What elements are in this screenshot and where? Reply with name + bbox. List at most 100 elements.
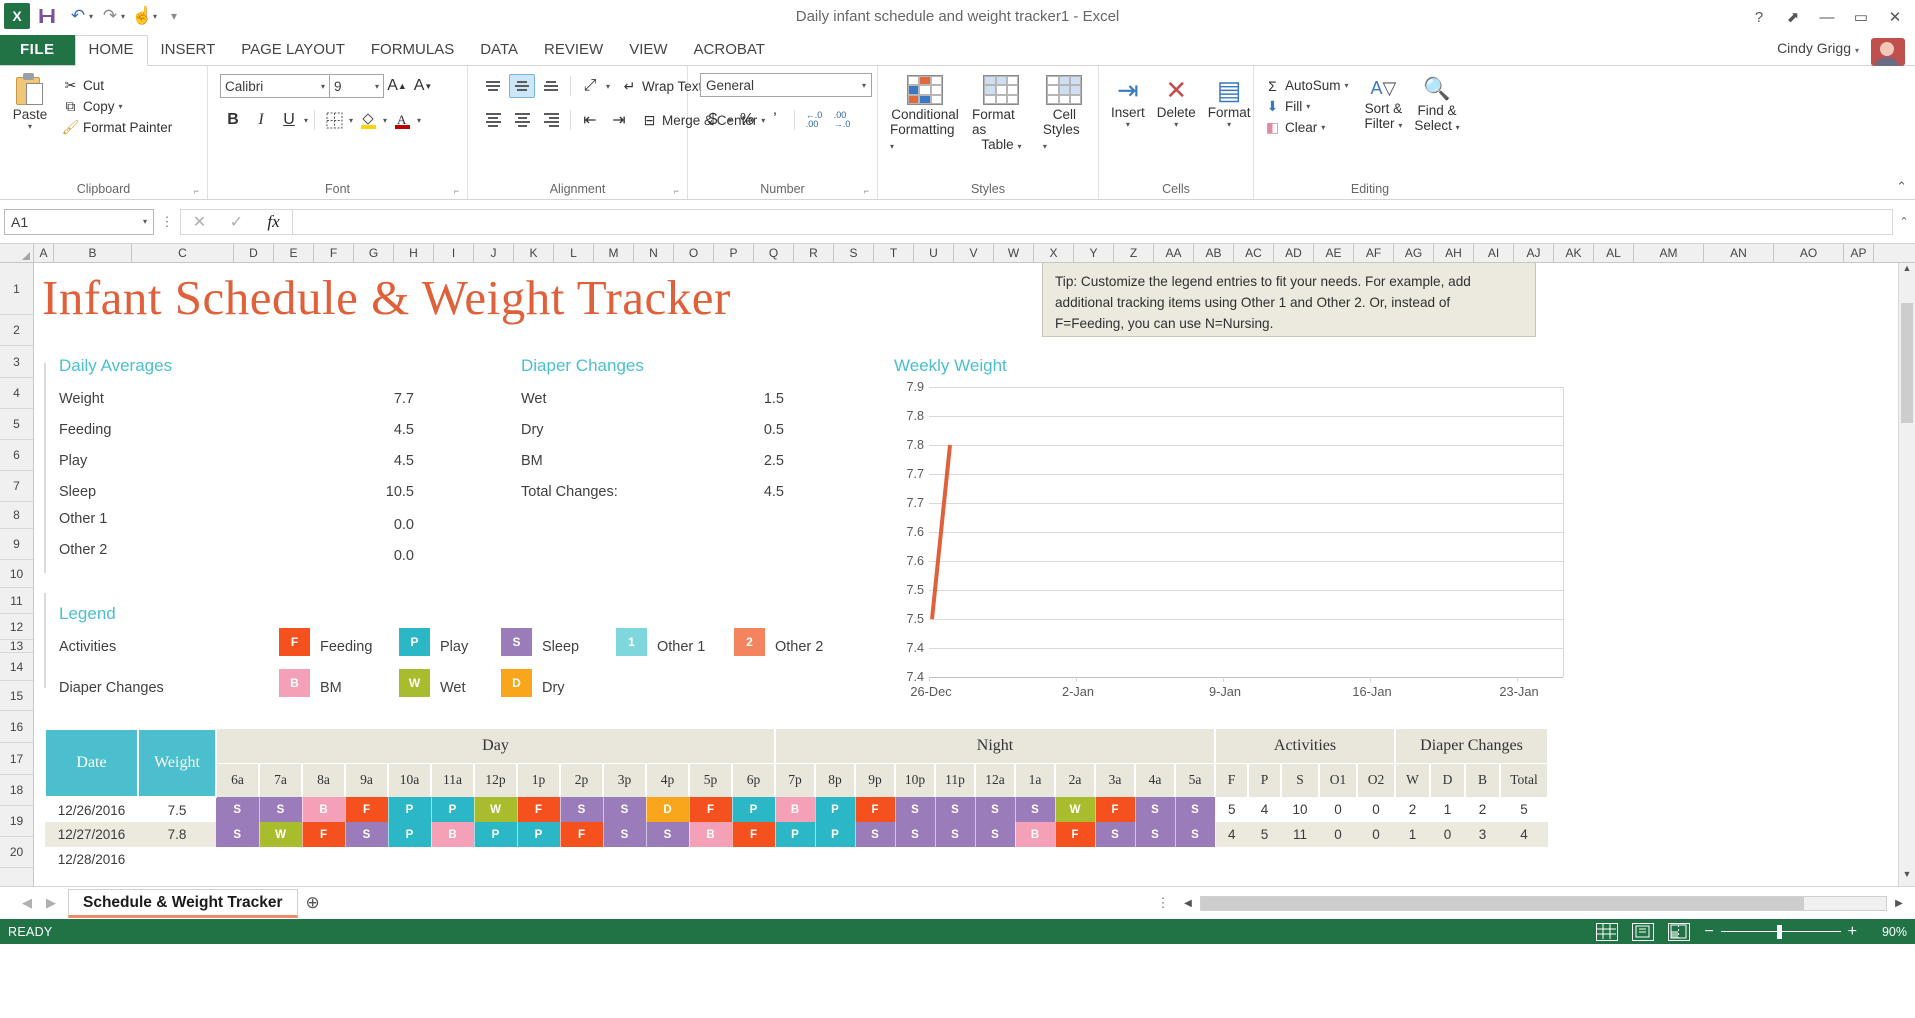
align-top-icon[interactable] xyxy=(480,74,506,98)
merge-center-button[interactable]: ⊟ Merge & Center ▾ xyxy=(637,110,769,131)
row-header-18[interactable]: 18 xyxy=(0,775,33,806)
cell-activity[interactable]: S xyxy=(895,797,936,822)
redo-dropdown-icon[interactable]: ▾ xyxy=(121,11,126,21)
autosum-dropdown-icon[interactable]: ▾ xyxy=(1344,81,1349,90)
th-night[interactable]: Night xyxy=(775,729,1216,764)
scroll-up-icon[interactable]: ▲ xyxy=(1902,263,1912,273)
fill-dropdown-icon[interactable]: ▾ xyxy=(1306,102,1311,111)
column-header-Q[interactable]: Q xyxy=(754,244,794,262)
th-hour-6a[interactable]: 6a xyxy=(216,763,260,797)
cell-weight[interactable] xyxy=(138,847,216,872)
clipboard-dialog-launcher-icon[interactable]: ⌐ xyxy=(193,186,199,196)
column-header-N[interactable]: N xyxy=(634,244,674,262)
cell-activity[interactable]: S xyxy=(1015,797,1056,822)
borders-icon[interactable] xyxy=(321,107,347,133)
row-header-15[interactable]: 15 xyxy=(0,681,33,711)
column-header-AB[interactable]: AB xyxy=(1194,244,1234,262)
zoom-out-icon[interactable]: − xyxy=(1704,922,1714,940)
autosum-button[interactable]: Σ AutoSum ▾ xyxy=(1260,75,1353,96)
column-header-AF[interactable]: AF xyxy=(1354,244,1394,262)
maximize-icon[interactable]: ▭ xyxy=(1853,9,1869,26)
comma-style-icon[interactable]: ʼ xyxy=(773,111,777,128)
sheet-canvas[interactable]: Infant Schedule & Weight Tracker Tip: Cu… xyxy=(34,263,1898,886)
row-header-7[interactable]: 7 xyxy=(0,471,33,502)
fill-button[interactable]: ⬇ Fill ▾ xyxy=(1260,96,1353,117)
th-hour-8a[interactable]: 8a xyxy=(302,763,346,797)
cell-count[interactable]: 11 xyxy=(1281,822,1319,847)
cell-empty-span[interactable] xyxy=(216,847,1500,872)
th-hour-7p[interactable]: 7p xyxy=(775,763,816,797)
insert-function-icon[interactable]: fx xyxy=(267,211,280,231)
cell-activity[interactable]: P xyxy=(517,822,561,847)
cell-styles-button[interactable]: Cell Styles ▾ xyxy=(1037,73,1092,154)
cell-activity[interactable]: B xyxy=(1015,822,1056,847)
th-hour-3a[interactable]: 3a xyxy=(1095,763,1136,797)
minimize-icon[interactable]: — xyxy=(1819,8,1835,26)
th-hour-11p[interactable]: 11p xyxy=(935,763,976,797)
th-hour-1p[interactable]: 1p xyxy=(517,763,561,797)
tab-review[interactable]: REVIEW xyxy=(544,41,604,58)
cell-count[interactable]: 5 xyxy=(1500,797,1548,822)
column-header-AI[interactable]: AI xyxy=(1474,244,1514,262)
cell-activity[interactable]: S xyxy=(1175,822,1216,847)
cell-activity[interactable]: W xyxy=(259,822,303,847)
column-header-M[interactable]: M xyxy=(594,244,634,262)
column-header-AP[interactable]: AP xyxy=(1844,244,1874,262)
cell-count[interactable]: 0 xyxy=(1357,822,1395,847)
borders-dropdown-icon[interactable]: ▾ xyxy=(349,115,354,125)
column-header-AO[interactable]: AO xyxy=(1774,244,1844,262)
th-act-o2[interactable]: O2 xyxy=(1357,763,1396,797)
cut-button[interactable]: ✂ Cut xyxy=(58,75,176,96)
column-header-A[interactable]: A xyxy=(34,244,54,262)
number-format-select[interactable]: General ▾ xyxy=(700,73,872,97)
close-icon[interactable]: ✕ xyxy=(1888,9,1902,26)
collapse-ribbon-icon[interactable]: ⌃ xyxy=(1896,179,1907,194)
bold-button[interactable]: B xyxy=(227,111,239,128)
column-header-S[interactable]: S xyxy=(834,244,874,262)
cell-count[interactable]: 5 xyxy=(1215,797,1248,822)
cell-activity[interactable]: S xyxy=(603,822,647,847)
zoom-level[interactable]: 90% xyxy=(1881,924,1907,939)
th-hour-9a[interactable]: 9a xyxy=(345,763,389,797)
column-header-O[interactable]: O xyxy=(674,244,714,262)
th-dia-total[interactable]: Total xyxy=(1500,763,1549,797)
row-header-6[interactable]: 6 xyxy=(0,440,33,471)
cell-activity[interactable]: S xyxy=(1095,822,1136,847)
column-header-L[interactable]: L xyxy=(554,244,594,262)
column-header-V[interactable]: V xyxy=(954,244,994,262)
cell-activity[interactable]: P xyxy=(388,822,432,847)
sort-filter-button[interactable]: A▽ Sort & Filter ▾ xyxy=(1359,73,1409,133)
next-sheet-icon[interactable]: ▶ xyxy=(46,895,56,910)
cell-activity[interactable]: S xyxy=(216,822,260,847)
row-header-10[interactable]: 10 xyxy=(0,560,33,588)
column-header-I[interactable]: I xyxy=(434,244,474,262)
scroll-down-icon[interactable]: ▼ xyxy=(1902,869,1912,879)
clear-button[interactable]: ◧ Clear ▾ xyxy=(1265,119,1326,135)
currency-dropdown-icon[interactable]: ▾ xyxy=(728,115,733,125)
page-break-view-icon[interactable] xyxy=(1668,922,1691,941)
row-header-20[interactable]: 20 xyxy=(0,837,33,868)
italic-button[interactable]: I xyxy=(258,111,264,128)
clear-dropdown-icon[interactable]: ▾ xyxy=(1321,123,1326,132)
previous-sheet-icon[interactable]: ◀ xyxy=(22,895,32,910)
cell-activity[interactable]: S xyxy=(259,797,303,822)
cell-activity[interactable]: B xyxy=(302,797,346,822)
cell-activity[interactable]: S xyxy=(975,822,1016,847)
align-left-icon[interactable] xyxy=(480,108,506,132)
orientation-dropdown-icon[interactable]: ▾ xyxy=(606,81,611,91)
th-weight[interactable]: Weight xyxy=(137,728,217,798)
insert-cells-button[interactable]: ⇥ Insert ▾ xyxy=(1111,75,1145,129)
underline-dropdown-icon[interactable]: ▾ xyxy=(304,115,309,125)
row-header-11[interactable]: 11 xyxy=(0,588,33,614)
format-as-table-button[interactable]: Format as Table ▾ xyxy=(966,73,1037,154)
user-account[interactable]: Cindy Grigg ▾ xyxy=(1777,40,1859,56)
column-header-R[interactable]: R xyxy=(794,244,834,262)
th-hour-7a[interactable]: 7a xyxy=(259,763,303,797)
column-header-B[interactable]: B xyxy=(54,244,132,262)
column-header-Z[interactable]: Z xyxy=(1114,244,1154,262)
cell-count[interactable]: 1 xyxy=(1430,797,1465,822)
align-bottom-icon[interactable] xyxy=(538,74,564,98)
cell-activity[interactable]: S xyxy=(935,797,976,822)
customize-qat-icon[interactable]: ▾ xyxy=(171,9,178,23)
cell-activity[interactable]: P xyxy=(388,797,432,822)
